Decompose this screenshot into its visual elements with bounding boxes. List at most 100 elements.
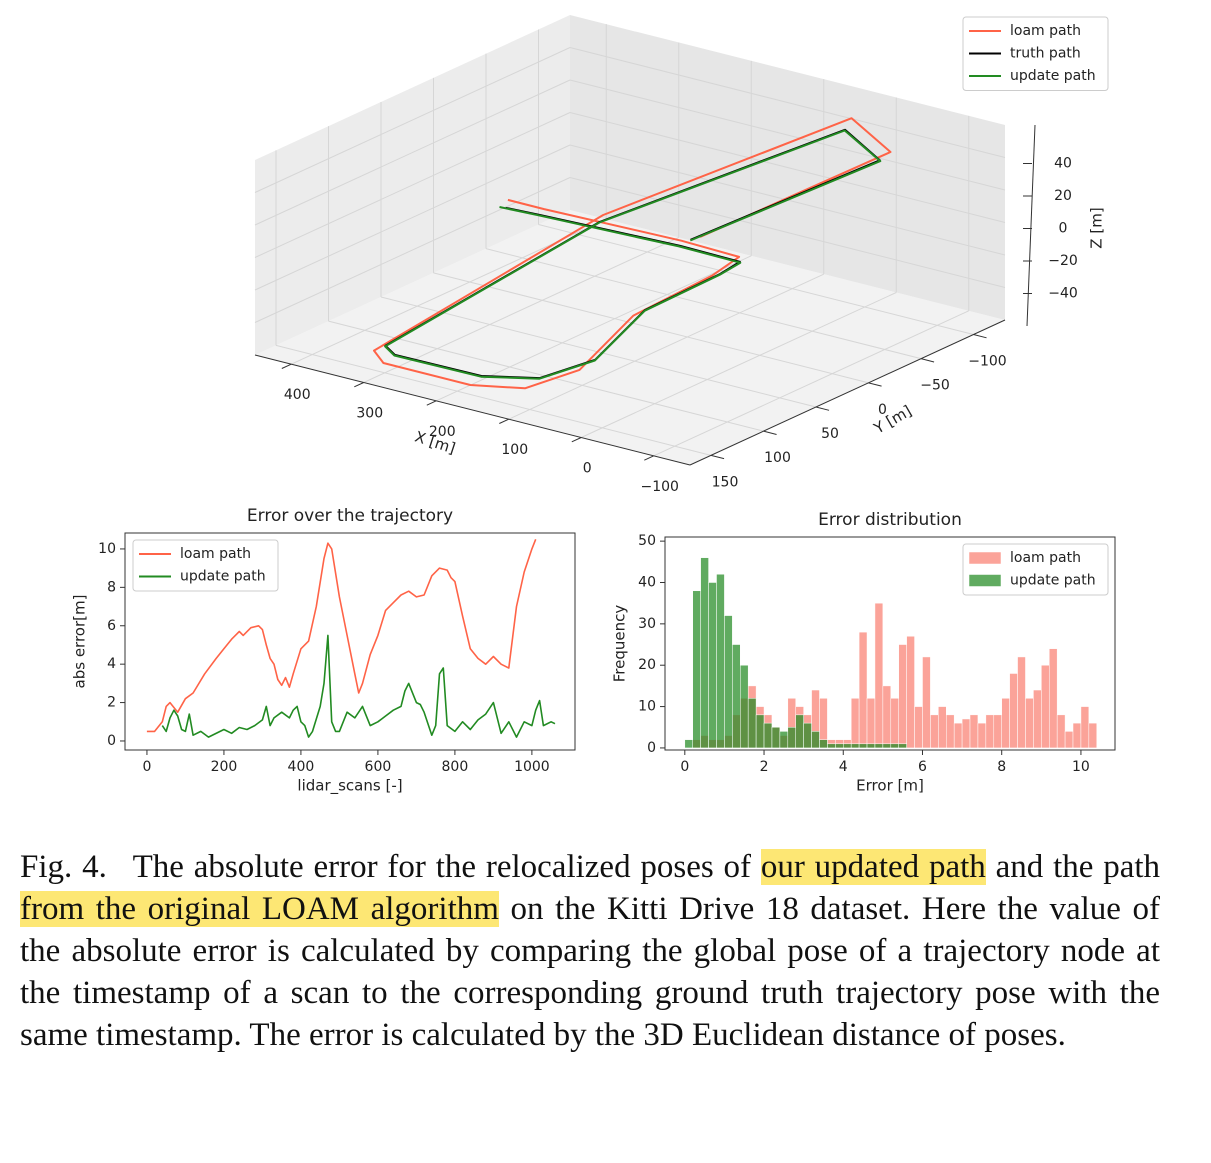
bar [850, 698, 860, 749]
y-tick-label: −50 [920, 378, 950, 394]
bar [779, 731, 789, 749]
bar [922, 656, 931, 749]
bar [811, 731, 820, 749]
axis-line [689, 319, 1006, 466]
tick-mark [973, 334, 987, 339]
bar [874, 602, 884, 749]
tick-mark [763, 430, 777, 435]
x-tick-label: 6 [918, 759, 927, 775]
bar [850, 743, 860, 749]
grid-line [653, 310, 969, 457]
x-tick-label: 4 [839, 759, 848, 775]
x-tick-label: 10 [1072, 759, 1090, 775]
highlighted-text: our updated path [760, 849, 986, 885]
bar [882, 685, 892, 749]
bar [1001, 698, 1010, 749]
grid-line [538, 224, 974, 335]
bar [953, 722, 963, 749]
bar [930, 714, 939, 749]
grid-line [485, 248, 922, 360]
bar [906, 636, 915, 749]
bar [1056, 714, 1066, 749]
tick-mark [571, 437, 582, 443]
bar [1017, 656, 1026, 749]
grid-line [569, 112, 1006, 223]
bar [890, 743, 899, 749]
grid-line [569, 177, 1006, 288]
x-tick-label: 400 [288, 759, 315, 775]
y-tick-label: 50 [638, 533, 656, 549]
tick-mark [426, 400, 437, 406]
bar [708, 582, 717, 749]
line [146, 539, 537, 733]
highlighted-text: from the original LOAM algorithm [20, 891, 499, 927]
x-tick-label: 100 [501, 442, 528, 458]
y-tick-label: 10 [638, 699, 656, 715]
bar [716, 573, 725, 749]
x-tick-label: 0 [583, 461, 592, 477]
bar [1064, 731, 1074, 749]
x-tick-label: 200 [429, 424, 456, 440]
bar [692, 590, 701, 749]
axis-line [1026, 124, 1036, 327]
axes-frame [124, 532, 576, 751]
bar [977, 722, 987, 749]
bar [740, 664, 749, 749]
bar [787, 727, 796, 749]
bar [961, 718, 971, 749]
bar [898, 644, 907, 749]
chart-title: Error distribution [818, 510, 962, 530]
floor-pane [255, 210, 1005, 465]
legend-box [962, 16, 1109, 91]
legend-label: update path [1010, 68, 1096, 84]
y-tick-label: 0 [107, 733, 116, 749]
bar [835, 743, 844, 749]
bar [898, 743, 907, 749]
z-tick-label: −20 [1048, 253, 1078, 269]
bar [1080, 706, 1090, 749]
bar [771, 727, 781, 749]
grid-line [254, 112, 571, 258]
x-axis-label: Error [m] [856, 777, 924, 795]
bar [732, 644, 741, 749]
bar [724, 615, 733, 749]
figure-label: Fig. 4. [20, 849, 107, 885]
x-tick-label: 200 [211, 759, 238, 775]
bar [1048, 648, 1058, 749]
chart-title: Error over the trajectory [247, 506, 453, 526]
bar [946, 714, 955, 749]
bar [803, 722, 812, 749]
legend-label: update path [1010, 573, 1096, 589]
bar [858, 631, 868, 749]
line [161, 634, 556, 738]
x-tick-label: 0 [142, 759, 151, 775]
bar [684, 739, 693, 749]
tick-mark [920, 358, 935, 363]
x-tick-label: 2 [760, 759, 769, 775]
bar [1009, 673, 1018, 749]
x-axis-label: lidar_scans [-] [297, 777, 402, 796]
bar [866, 743, 876, 749]
y-tick-label: 6 [107, 618, 116, 634]
bar [1072, 722, 1082, 749]
caption-text: The absolute error for the relocalized p… [132, 849, 752, 885]
bar [1025, 698, 1034, 749]
x-tick-label: 400 [284, 387, 311, 403]
y-tick-label: −100 [968, 354, 1006, 370]
bar [755, 714, 765, 749]
tick-mark [499, 418, 509, 424]
x-tick-label: 600 [365, 759, 392, 775]
bar [866, 698, 876, 749]
bar [938, 706, 947, 749]
z-tick-label: 20 [1054, 188, 1072, 204]
legend-label: truth path [1010, 46, 1081, 62]
bar [747, 698, 757, 749]
bar [874, 743, 884, 749]
y-tick-label: 8 [107, 579, 116, 595]
legend-label: update path [180, 569, 266, 585]
bar [819, 739, 828, 749]
grid-line [581, 292, 897, 438]
x-tick-label: 800 [442, 759, 469, 775]
